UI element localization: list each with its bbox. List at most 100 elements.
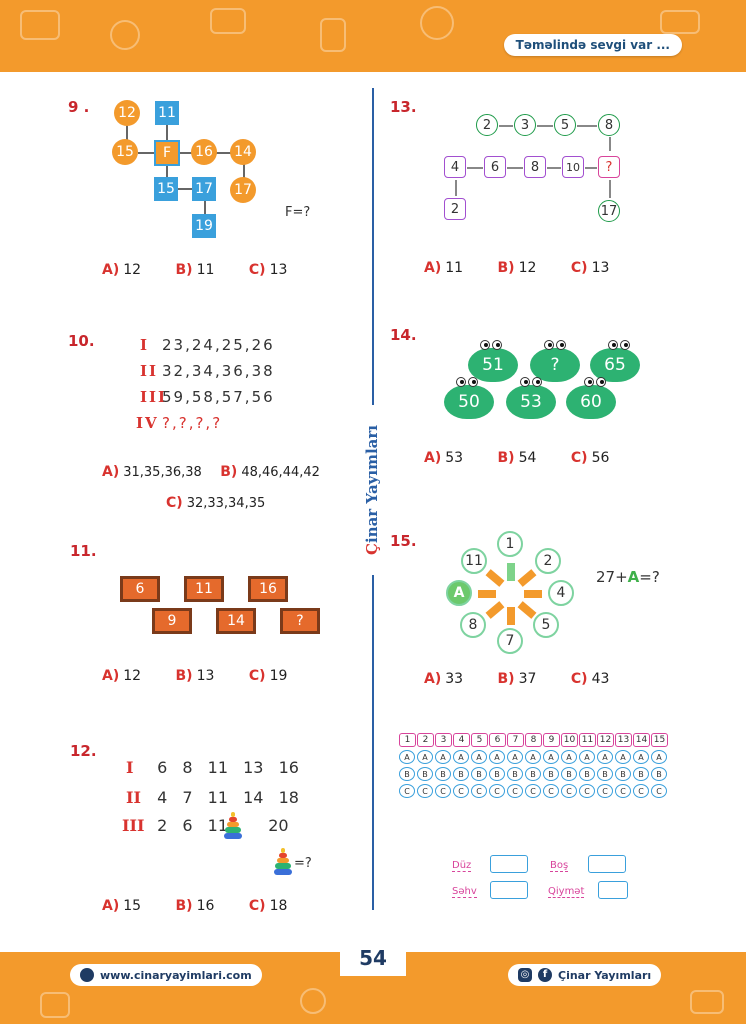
q12-row: II 4 7 11 14 18 [126, 788, 299, 807]
answer-bubble[interactable]: C [579, 784, 595, 798]
answer-bubble[interactable]: A [453, 750, 469, 764]
option-c[interactable]: C) 32,33,34,35 [166, 495, 265, 511]
answer-bubble[interactable]: B [651, 767, 667, 781]
website-link[interactable]: www.cinaryayimlari.com [70, 964, 262, 986]
q11-board: 6 [120, 576, 160, 602]
answer-bubble[interactable]: A [579, 750, 595, 764]
social-brand[interactable]: ◎ f Çinar Yayımları [508, 964, 662, 986]
q14-frog: 53 [506, 377, 556, 419]
q12-row: I 6 8 11 13 16 [126, 758, 299, 777]
score-sehv-field[interactable] [490, 881, 528, 899]
answer-bubble[interactable]: B [615, 767, 631, 781]
answer-bubble[interactable]: C [615, 784, 631, 798]
cell: 20 [268, 816, 289, 835]
option-c[interactable]: C) 13 [571, 260, 610, 276]
answer-bubble[interactable]: C [417, 784, 433, 798]
roman-numeral: I [140, 336, 150, 354]
answer-bubble[interactable]: B [579, 767, 595, 781]
option-b[interactable]: B) 48,46,44,42 [220, 464, 320, 480]
option-c[interactable]: C) 56 [571, 450, 610, 466]
answer-bubble[interactable]: C [435, 784, 451, 798]
answer-bubble[interactable]: C [543, 784, 559, 798]
answer-bubble[interactable]: A [615, 750, 631, 764]
answer-bubble[interactable]: B [453, 767, 469, 781]
option-b[interactable]: B) 54 [498, 450, 537, 466]
answer-grid-number: 2 [417, 733, 434, 747]
arrow-right-icon [585, 167, 597, 169]
answer-bubble[interactable]: B [597, 767, 613, 781]
answer-bubble[interactable]: B [435, 767, 451, 781]
option-letter: B) [497, 671, 515, 687]
answer-bubble[interactable]: A [525, 750, 541, 764]
arrow-icon [517, 569, 537, 587]
option-b[interactable]: B) 37 [498, 671, 537, 687]
q13-start: 2 [444, 198, 466, 220]
answer-bubble[interactable]: B [633, 767, 649, 781]
answer-bubble[interactable]: A [471, 750, 487, 764]
arrow-right-icon [537, 125, 553, 127]
answer-bubble[interactable]: B [417, 767, 433, 781]
answer-bubble[interactable]: A [507, 750, 523, 764]
option-letter: B) [497, 260, 515, 276]
answer-bubble[interactable]: C [651, 784, 667, 798]
answer-bubble[interactable]: C [633, 784, 649, 798]
answer-bubble[interactable]: A [633, 750, 649, 764]
option-c[interactable]: C) 13 [249, 262, 288, 278]
answer-bubble[interactable]: B [399, 767, 415, 781]
answer-bubble[interactable]: A [651, 750, 667, 764]
answer-bubble[interactable]: A [597, 750, 613, 764]
option-a[interactable]: A) 11 [424, 260, 463, 276]
option-b[interactable]: B) 11 [176, 262, 215, 278]
option-b[interactable]: B) 16 [176, 898, 215, 914]
option-a[interactable]: A) 53 [424, 450, 463, 466]
answer-bubble[interactable]: A [417, 750, 433, 764]
q15-symbol: A [627, 568, 640, 586]
sequence-values: 32,34,36,38 [162, 362, 275, 380]
option-letter: B) [175, 262, 193, 278]
answer-bubble[interactable]: B [471, 767, 487, 781]
answer-bubble[interactable]: C [471, 784, 487, 798]
answer-bubble[interactable]: B [525, 767, 541, 781]
option-letter: A) [102, 898, 120, 914]
q15-question: 27+A=? [596, 568, 660, 586]
answer-bubble[interactable]: B [507, 767, 523, 781]
option-a[interactable]: A) 12 [102, 668, 141, 684]
answer-bubble[interactable]: C [453, 784, 469, 798]
answer-bubble[interactable]: A [399, 750, 415, 764]
doodle-ruler-icon [660, 10, 700, 34]
score-bos-field[interactable] [588, 855, 626, 873]
option-a[interactable]: A) 31,35,36,38 [102, 464, 202, 480]
answer-bubble[interactable]: A [435, 750, 451, 764]
answer-bubble[interactable]: A [489, 750, 505, 764]
doodle-clock-icon [110, 20, 140, 50]
answer-grid-number: 11 [579, 733, 596, 747]
answer-grid-number: 10 [561, 733, 578, 747]
q9-line [138, 152, 156, 154]
score-duz-field[interactable] [490, 855, 528, 873]
answer-bubble[interactable]: C [525, 784, 541, 798]
toy-pyramid-icon [274, 848, 292, 876]
option-c[interactable]: C) 19 [249, 668, 288, 684]
answer-bubble[interactable]: C [489, 784, 505, 798]
answer-bubble[interactable]: B [543, 767, 559, 781]
option-letter: A) [424, 671, 442, 687]
brand-initial: Ç [363, 543, 381, 555]
option-c[interactable]: C) 43 [571, 671, 610, 687]
answer-bubble[interactable]: C [561, 784, 577, 798]
score-qiymet-field[interactable] [598, 881, 628, 899]
option-b[interactable]: B) 12 [498, 260, 537, 276]
answer-bubble[interactable]: B [561, 767, 577, 781]
option-a[interactable]: A) 15 [102, 898, 141, 914]
answer-bubble[interactable]: B [489, 767, 505, 781]
option-b[interactable]: B) 13 [176, 668, 215, 684]
option-a[interactable]: A) 33 [424, 671, 463, 687]
answer-bubble[interactable]: C [507, 784, 523, 798]
answer-bubble[interactable]: A [543, 750, 559, 764]
option-c[interactable]: C) 18 [249, 898, 288, 914]
answer-bubble[interactable]: A [561, 750, 577, 764]
answer-bubble[interactable]: C [399, 784, 415, 798]
q9-question: F=? [285, 205, 311, 220]
q10-options: A) 31,35,36,38 B) 48,46,44,42 [102, 464, 350, 480]
answer-bubble[interactable]: C [597, 784, 613, 798]
option-a[interactable]: A) 12 [102, 262, 141, 278]
